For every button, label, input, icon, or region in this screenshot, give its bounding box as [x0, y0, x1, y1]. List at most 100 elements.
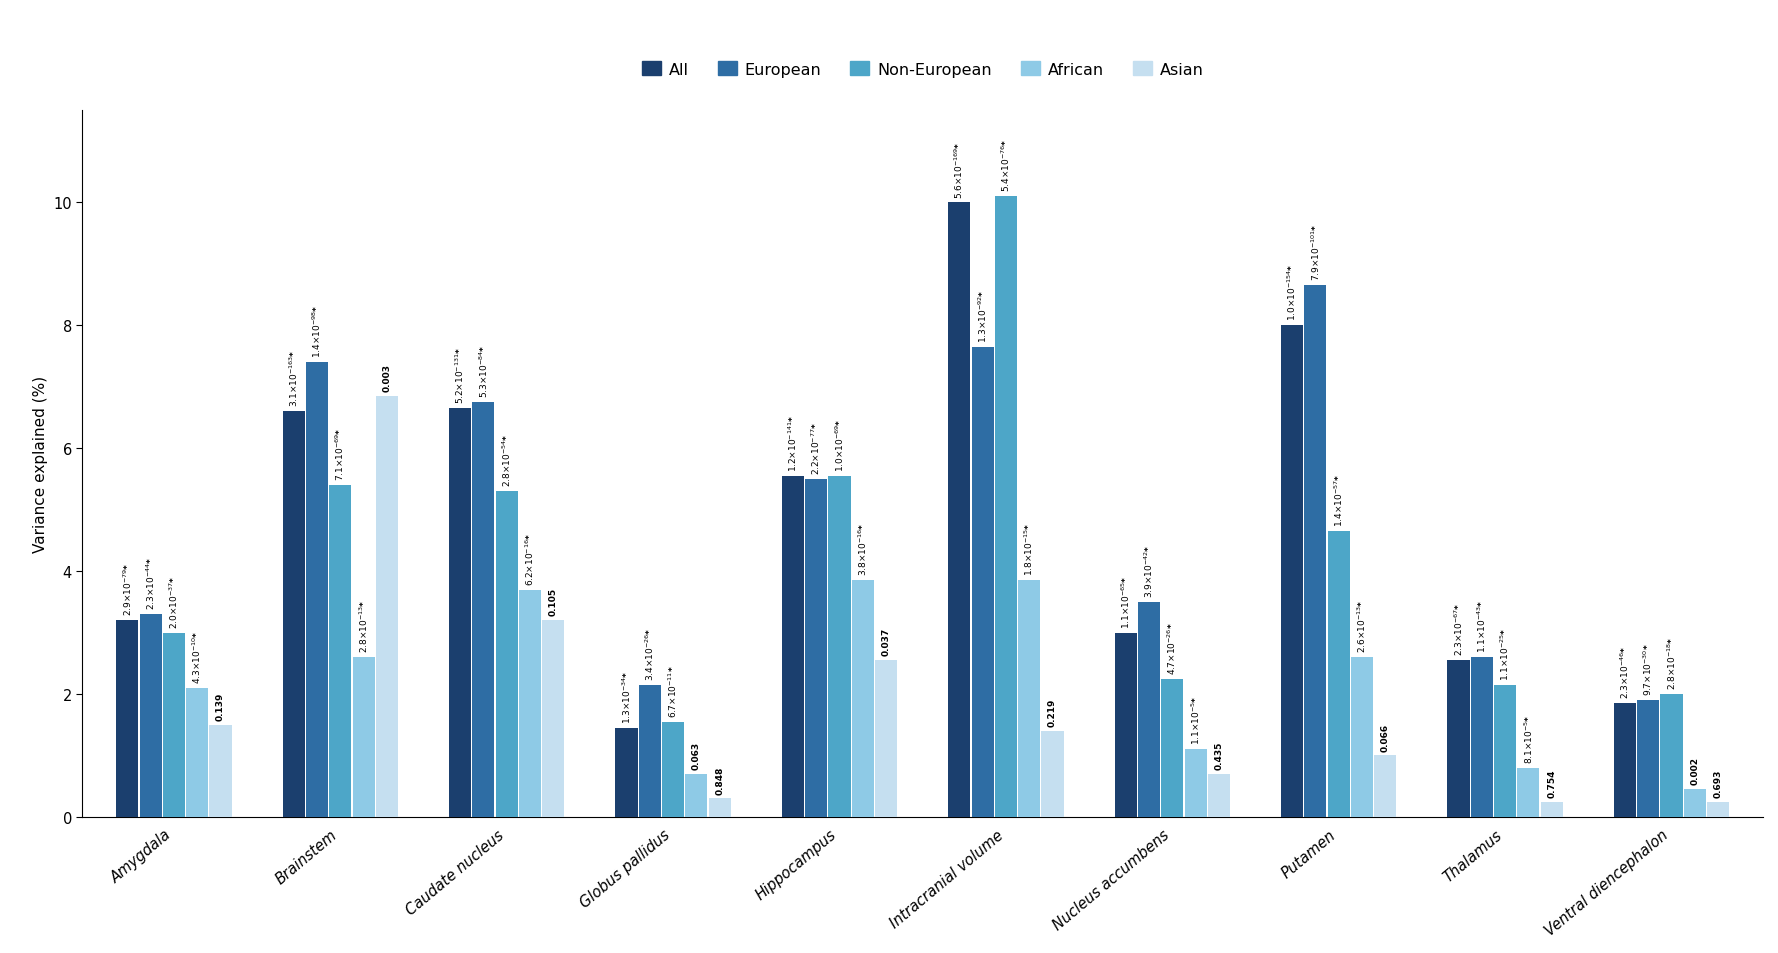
- Bar: [519, 590, 541, 817]
- Bar: [187, 688, 208, 817]
- Text: 0.219: 0.219: [1047, 698, 1056, 726]
- Bar: [139, 615, 162, 817]
- Text: $5.3{\times}10^{-84}$*: $5.3{\times}10^{-84}$*: [477, 344, 489, 397]
- Text: $7.1{\times}10^{-69}$*: $7.1{\times}10^{-69}$*: [334, 427, 347, 480]
- Bar: [210, 725, 231, 817]
- Text: 0.848: 0.848: [715, 765, 724, 794]
- Bar: [661, 722, 685, 817]
- Text: $1.3{\times}10^{-34}$*: $1.3{\times}10^{-34}$*: [621, 670, 633, 723]
- Bar: [1019, 580, 1040, 817]
- Bar: [615, 728, 638, 817]
- Bar: [1351, 658, 1373, 817]
- Bar: [1161, 679, 1184, 817]
- Text: $3.4{\times}10^{-26}$*: $3.4{\times}10^{-26}$*: [644, 627, 656, 680]
- Text: $1.2{\times}10^{-141}$*: $1.2{\times}10^{-141}$*: [786, 415, 798, 472]
- Bar: [1661, 695, 1682, 817]
- Y-axis label: Variance explained (%): Variance explained (%): [32, 375, 48, 553]
- Text: $6.7{\times}10^{-11}$*: $6.7{\times}10^{-11}$*: [667, 664, 679, 717]
- Text: $1.0{\times}10^{-154}$*: $1.0{\times}10^{-154}$*: [1285, 264, 1298, 321]
- Text: $2.9{\times}10^{-79}$*: $2.9{\times}10^{-79}$*: [121, 562, 133, 616]
- Text: $1.4{\times}10^{-57}$*: $1.4{\times}10^{-57}$*: [1332, 474, 1344, 527]
- Text: $2.3{\times}10^{-44}$*: $2.3{\times}10^{-44}$*: [144, 557, 156, 610]
- Bar: [948, 203, 971, 817]
- Text: $5.6{\times}10^{-169}$*: $5.6{\times}10^{-169}$*: [953, 141, 965, 198]
- Text: 0.435: 0.435: [1214, 740, 1223, 769]
- Text: $3.9{\times}10^{-42}$*: $3.9{\times}10^{-42}$*: [1143, 544, 1156, 598]
- Bar: [1207, 774, 1230, 817]
- Text: $1.1{\times}10^{-65}$*: $1.1{\times}10^{-65}$*: [1120, 575, 1133, 628]
- Bar: [1684, 789, 1705, 817]
- Text: $9.7{\times}10^{-30}$*: $9.7{\times}10^{-30}$*: [1643, 643, 1654, 696]
- Bar: [1707, 801, 1730, 817]
- Bar: [971, 348, 994, 817]
- Bar: [473, 403, 494, 817]
- Text: 0.139: 0.139: [215, 692, 226, 720]
- Text: $1.1{\times}10^{-43}$*: $1.1{\times}10^{-43}$*: [1476, 599, 1488, 653]
- Bar: [375, 396, 398, 817]
- Bar: [1328, 532, 1350, 817]
- Text: 0.002: 0.002: [1691, 757, 1700, 784]
- Bar: [1042, 731, 1063, 817]
- Bar: [496, 492, 517, 817]
- Text: 0.693: 0.693: [1714, 768, 1723, 797]
- Text: $1.4{\times}10^{-98}$*: $1.4{\times}10^{-98}$*: [311, 305, 324, 358]
- Text: $1.1{\times}10^{-25}$*: $1.1{\times}10^{-25}$*: [1499, 627, 1511, 680]
- Bar: [1540, 801, 1563, 817]
- Text: 0.105: 0.105: [549, 588, 558, 616]
- Bar: [1280, 326, 1303, 817]
- Text: $8.1{\times}10^{-5}$*: $8.1{\times}10^{-5}$*: [1522, 714, 1534, 763]
- Bar: [1184, 750, 1207, 817]
- Bar: [116, 620, 139, 817]
- Bar: [1305, 286, 1326, 817]
- Text: $2.8{\times}10^{-54}$*: $2.8{\times}10^{-54}$*: [500, 434, 512, 487]
- Text: $2.8{\times}10^{-13}$*: $2.8{\times}10^{-13}$*: [357, 599, 370, 653]
- Bar: [709, 799, 731, 817]
- Bar: [1517, 768, 1540, 817]
- Text: 0.003: 0.003: [382, 364, 391, 392]
- Text: $1.3{\times}10^{-92}$*: $1.3{\times}10^{-92}$*: [976, 289, 989, 342]
- Bar: [542, 620, 564, 817]
- Text: $2.3{\times}10^{-67}$*: $2.3{\times}10^{-67}$*: [1453, 602, 1465, 656]
- Bar: [875, 660, 898, 817]
- Bar: [1374, 756, 1396, 817]
- Bar: [1470, 658, 1494, 817]
- Text: 0.063: 0.063: [692, 741, 701, 769]
- Bar: [306, 363, 329, 817]
- Bar: [1115, 633, 1136, 817]
- Text: 0.037: 0.037: [882, 627, 891, 656]
- Bar: [1138, 602, 1159, 817]
- Bar: [996, 197, 1017, 817]
- Bar: [782, 476, 804, 817]
- Text: $5.2{\times}10^{-131}$*: $5.2{\times}10^{-131}$*: [453, 347, 466, 404]
- Text: $2.6{\times}10^{-13}$*: $2.6{\times}10^{-13}$*: [1357, 599, 1369, 653]
- Text: $2.0{\times}10^{-37}$*: $2.0{\times}10^{-37}$*: [167, 575, 180, 628]
- Bar: [852, 580, 873, 817]
- Bar: [1447, 660, 1470, 817]
- Text: $1.8{\times}10^{-15}$*: $1.8{\times}10^{-15}$*: [1022, 522, 1035, 576]
- Bar: [638, 685, 661, 817]
- Text: $7.9{\times}10^{-101}$*: $7.9{\times}10^{-101}$*: [1309, 224, 1321, 281]
- Legend: All, European, Non-European, African, Asian: All, European, Non-European, African, As…: [635, 55, 1211, 84]
- Text: $2.2{\times}10^{-77}$*: $2.2{\times}10^{-77}$*: [811, 422, 823, 475]
- Text: $1.1{\times}10^{-5}$*: $1.1{\times}10^{-5}$*: [1189, 695, 1202, 744]
- Bar: [829, 476, 850, 817]
- Text: $4.3{\times}10^{-10}$*: $4.3{\times}10^{-10}$*: [190, 630, 203, 683]
- Text: 0.066: 0.066: [1382, 722, 1390, 751]
- Text: $3.8{\times}10^{-16}$*: $3.8{\times}10^{-16}$*: [857, 522, 869, 576]
- Bar: [352, 658, 375, 817]
- Bar: [685, 774, 708, 817]
- Text: $5.4{\times}10^{-76}$*: $5.4{\times}10^{-76}$*: [999, 139, 1012, 193]
- Bar: [1638, 700, 1659, 817]
- Bar: [329, 486, 352, 817]
- Text: $2.8{\times}10^{-18}$*: $2.8{\times}10^{-18}$*: [1666, 637, 1678, 689]
- Bar: [164, 633, 185, 817]
- Text: $2.3{\times}10^{-46}$*: $2.3{\times}10^{-46}$*: [1618, 645, 1630, 699]
- Bar: [1614, 703, 1636, 817]
- Bar: [283, 412, 304, 817]
- Bar: [1494, 685, 1517, 817]
- Text: $4.7{\times}10^{-26}$*: $4.7{\times}10^{-26}$*: [1166, 621, 1179, 674]
- Text: $3.1{\times}10^{-163}$*: $3.1{\times}10^{-163}$*: [288, 350, 300, 407]
- Text: $1.0{\times}10^{-69}$*: $1.0{\times}10^{-69}$*: [834, 418, 846, 472]
- Bar: [805, 479, 827, 817]
- Text: $6.2{\times}10^{-16}$*: $6.2{\times}10^{-16}$*: [525, 532, 537, 585]
